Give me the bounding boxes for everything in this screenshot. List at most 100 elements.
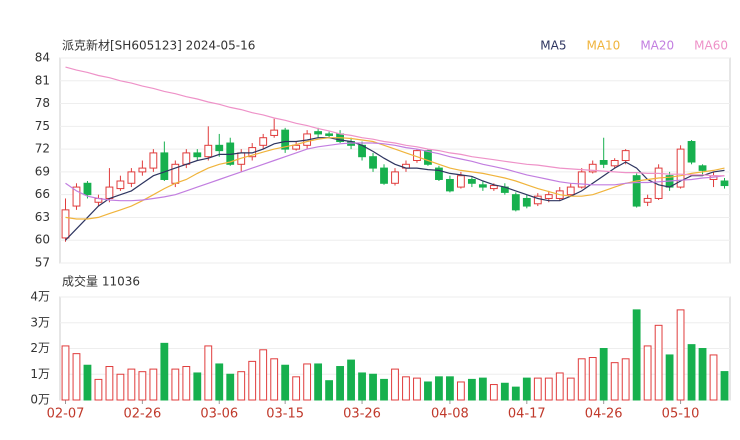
volume-bar	[522, 377, 531, 401]
volume-bar	[116, 373, 125, 401]
volume-bar	[171, 368, 180, 401]
candle-body	[698, 165, 707, 171]
volume-bar	[138, 371, 147, 401]
x-tick-label: 04-26	[585, 407, 623, 422]
volume-bar	[358, 372, 366, 401]
volume-bar	[237, 371, 246, 401]
candle-body	[61, 209, 70, 239]
candle-body	[391, 171, 399, 184]
candle-body	[676, 148, 685, 188]
volume-bar	[380, 378, 388, 401]
volume-bar	[248, 360, 257, 401]
x-tick-label: 03-15	[266, 407, 304, 422]
volume-bar	[226, 373, 235, 401]
volume-bar	[336, 366, 344, 401]
candle-body	[489, 185, 498, 190]
legend-entry: MA10	[586, 39, 620, 53]
x-tick-label: 04-08	[431, 407, 469, 422]
candle-body	[588, 163, 597, 173]
volume-bar	[489, 384, 498, 401]
volume-tick-label: 2万	[30, 341, 50, 355]
candle-body	[599, 160, 608, 165]
legend-entry: MA20	[640, 39, 674, 53]
volume-bar	[632, 309, 641, 401]
volume-tick-label: 4万	[30, 290, 50, 304]
chart-title: 派克新材[SH605123] 2024-05-16	[62, 38, 255, 53]
volume-bar	[544, 377, 553, 401]
volume-bar	[347, 359, 355, 401]
volume-bar	[665, 354, 674, 401]
candle-body	[467, 178, 476, 184]
candle-body	[116, 180, 125, 190]
volume-bar	[325, 380, 334, 401]
candle-body	[127, 171, 136, 184]
x-tick-label: 02-26	[123, 407, 161, 422]
candle-body	[105, 186, 114, 199]
candle-body	[72, 186, 81, 207]
volume-bar	[314, 363, 323, 401]
volume-bar	[599, 348, 608, 401]
volume-bar	[270, 358, 279, 401]
volume-bar	[643, 345, 652, 401]
candle-body	[215, 144, 224, 152]
candle-body	[204, 144, 213, 158]
candle-body	[325, 133, 334, 136]
volume-bar	[500, 382, 509, 401]
volume-bar	[621, 358, 630, 401]
volume-bar	[215, 363, 224, 401]
candle-body	[193, 152, 202, 158]
volume-bar	[456, 381, 465, 401]
y-tick-label: 57	[35, 256, 50, 270]
y-tick-label: 75	[35, 119, 50, 133]
y-tick-label: 84	[35, 51, 50, 65]
candle-body	[687, 141, 696, 163]
x-tick-label: 02-07	[47, 407, 85, 422]
volume-bar	[72, 353, 81, 401]
x-tick-label: 05-10	[662, 407, 700, 422]
volume-bar	[511, 386, 520, 401]
candle-body	[522, 197, 531, 207]
volume-bar	[413, 377, 421, 401]
volume-bar	[94, 378, 103, 401]
candle-body	[577, 171, 586, 188]
volume-bar	[105, 366, 114, 401]
y-tick-label: 72	[35, 142, 50, 156]
candle-body	[720, 180, 729, 187]
candle-body	[446, 178, 454, 192]
volume-bar	[424, 381, 432, 401]
volume-tick-label: 0万	[30, 393, 50, 407]
candle-body	[533, 195, 542, 205]
volume-bar	[687, 344, 696, 401]
candle-body	[292, 144, 301, 150]
candle-body	[369, 156, 377, 169]
volume-bar	[61, 345, 70, 401]
volume-bar	[533, 377, 542, 401]
candle-body	[511, 194, 520, 211]
volume-bar	[292, 376, 301, 401]
candle-body	[456, 175, 465, 188]
y-tick-label: 81	[35, 73, 50, 87]
volume-tick-label: 3万	[30, 315, 50, 329]
volume-bar	[566, 377, 575, 401]
volume-bar	[446, 376, 454, 401]
volume-bar	[204, 345, 213, 401]
candle-body	[435, 167, 443, 180]
candle-body	[270, 129, 279, 136]
candle-body	[380, 167, 388, 184]
volume-bar	[160, 342, 169, 401]
volume-bar	[127, 368, 136, 401]
volume-bar	[391, 368, 399, 401]
candle-body	[478, 184, 487, 188]
volume-bar	[709, 354, 718, 401]
volume-bar	[676, 309, 685, 401]
candle-body	[544, 194, 553, 199]
ma-line	[65, 137, 725, 241]
ma-line	[65, 142, 725, 202]
volume-bar	[478, 377, 487, 401]
x-tick-label: 04-17	[508, 407, 546, 422]
candle-body	[83, 182, 92, 196]
candle-body	[424, 150, 432, 165]
volume-bar	[654, 324, 663, 401]
candle-body	[621, 150, 630, 161]
